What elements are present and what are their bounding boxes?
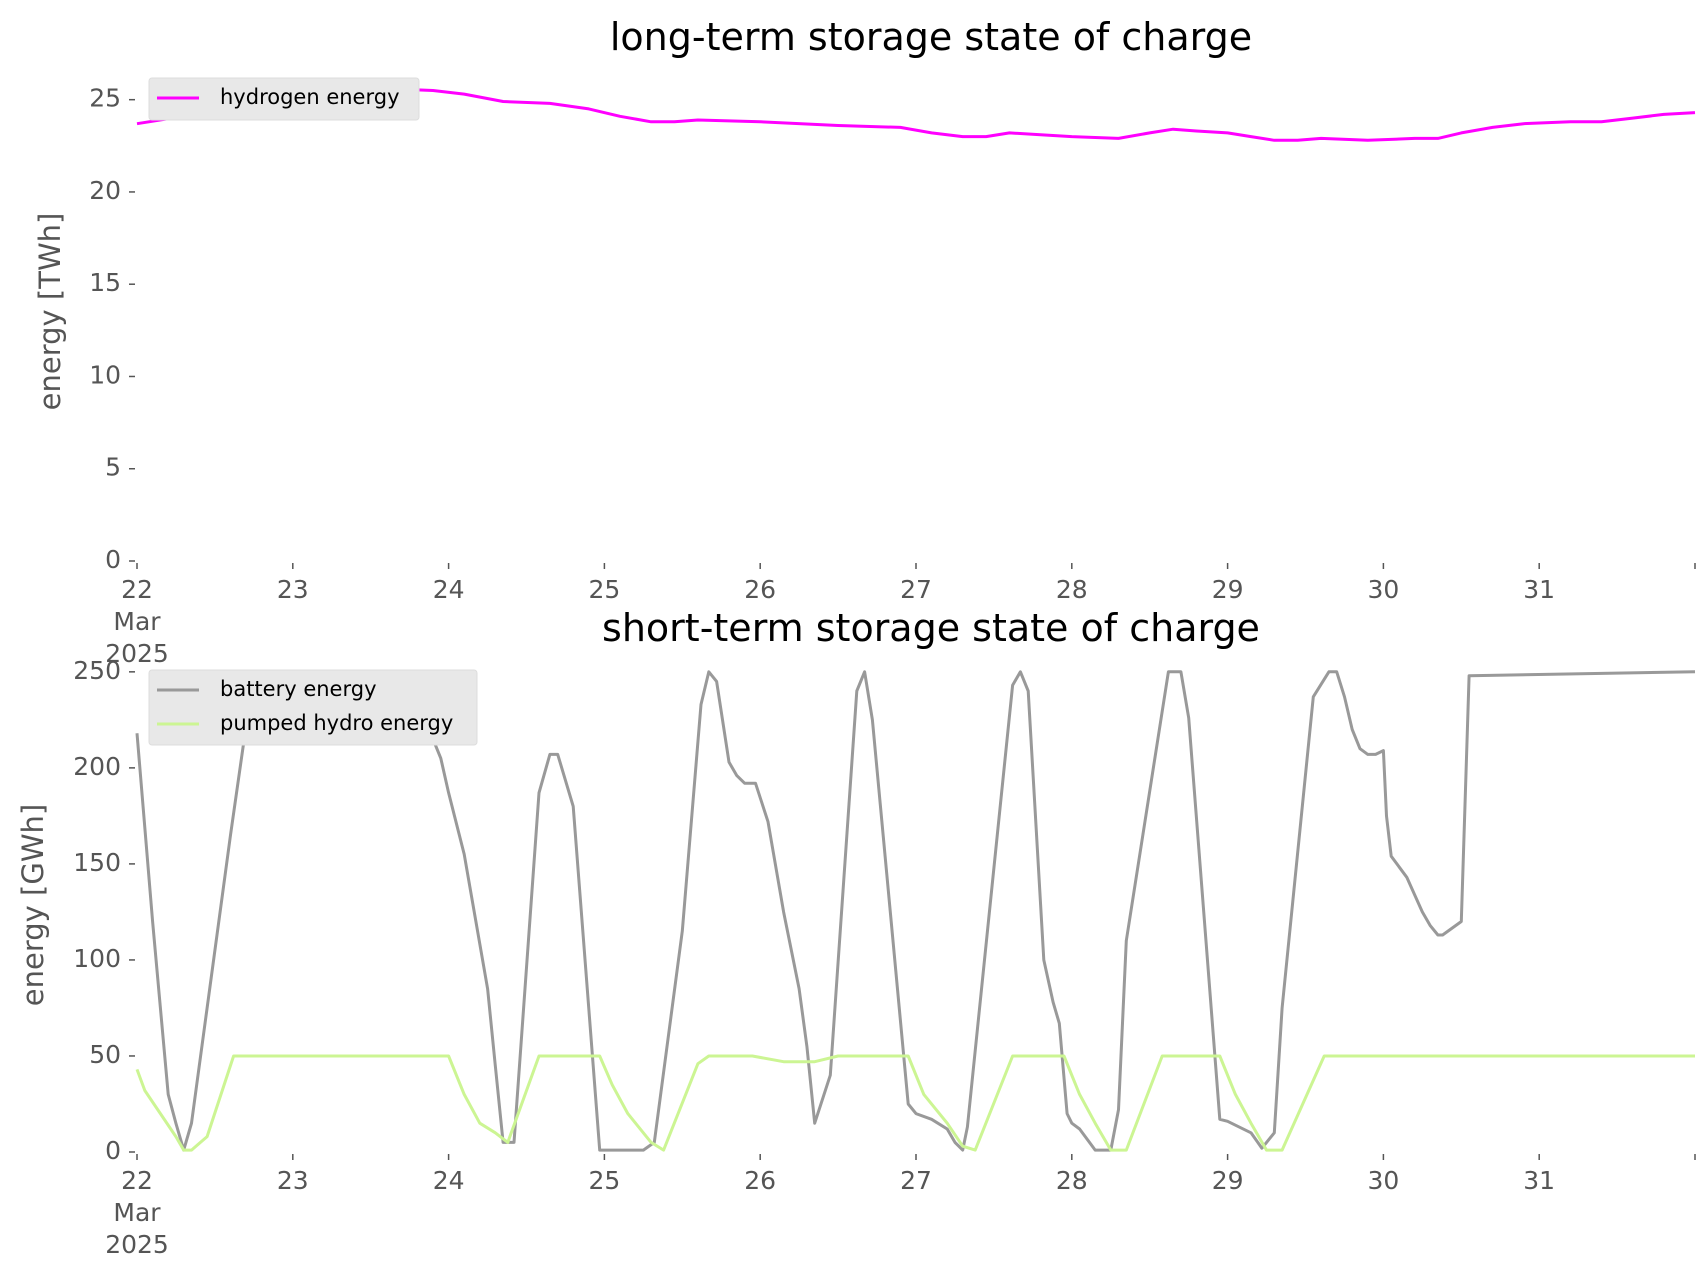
- x-tick-label: 28: [1056, 1166, 1088, 1195]
- x-tick-label: 25: [588, 575, 620, 604]
- y-tick-label: 15: [89, 268, 121, 297]
- y-tick-label: 50: [89, 1040, 121, 1069]
- legend-label: battery energy: [220, 677, 377, 701]
- x-tick-label: Mar: [113, 607, 161, 636]
- legend-label: hydrogen energy: [220, 85, 400, 109]
- x-tick-label: 23: [277, 1166, 309, 1195]
- x-tick-label: 31: [1523, 575, 1555, 604]
- series-line-pumped-hydro-energy: [135, 1054, 1695, 1152]
- x-tick-label: 27: [900, 575, 932, 604]
- legend-label: pumped hydro energy: [220, 711, 453, 735]
- x-tick-label: 23: [277, 575, 309, 604]
- y-tick-label: 0: [105, 1136, 121, 1165]
- x-tick-label: 29: [1212, 575, 1244, 604]
- y-tick-label: 5: [105, 453, 121, 482]
- x-tick-label: 22: [121, 575, 153, 604]
- chart-title: long-term storage state of charge: [610, 15, 1252, 59]
- x-tick-label: 22: [121, 1166, 153, 1195]
- y-tick-label: 200: [73, 752, 121, 781]
- x-tick-label: 27: [900, 1166, 932, 1195]
- y-tick-label: 0: [105, 545, 121, 574]
- y-tick-label: 100: [73, 944, 121, 973]
- series-line-hydrogen-energy: [136, 87, 1696, 142]
- subplot-short-term: short-term storage state of charge energy…: [16, 606, 1696, 1259]
- y-tick-label: 20: [89, 176, 121, 205]
- y-tick-label: 10: [89, 360, 121, 389]
- x-tick-label: 24: [433, 575, 465, 604]
- x-tick-label: 2025: [105, 639, 169, 668]
- x-tick-label: 28: [1056, 575, 1088, 604]
- y-tick-label: 250: [73, 656, 121, 685]
- x-tick-label: 26: [744, 1166, 776, 1195]
- x-tick-label: 24: [433, 1166, 465, 1195]
- x-tick-label: Mar: [113, 1198, 161, 1227]
- legend-box: [148, 669, 478, 746]
- x-tick-label: 29: [1212, 1166, 1244, 1195]
- x-tick-label: 25: [588, 1166, 620, 1195]
- y-tick-label: 25: [89, 84, 121, 113]
- subplot-long-term: long-term storage state of charge energy …: [33, 15, 1696, 668]
- y-axis-label: energy [GWh]: [16, 804, 50, 1006]
- x-tick-label: 26: [744, 575, 776, 604]
- legend-box: [148, 77, 420, 121]
- x-tick-label: 30: [1367, 575, 1399, 604]
- y-tick-label: 150: [73, 848, 121, 877]
- y-axis-label: energy [TWh]: [33, 213, 67, 411]
- series-line-battery-energy: [135, 670, 1696, 1152]
- x-tick-label: 30: [1367, 1166, 1399, 1195]
- chart-title: short-term storage state of charge: [602, 606, 1260, 650]
- x-tick-label: 2025: [105, 1230, 169, 1259]
- legend: hydrogen energy: [148, 77, 420, 121]
- x-tick-label: 31: [1523, 1166, 1555, 1195]
- legend: battery energy pumped hydro energy: [148, 669, 478, 746]
